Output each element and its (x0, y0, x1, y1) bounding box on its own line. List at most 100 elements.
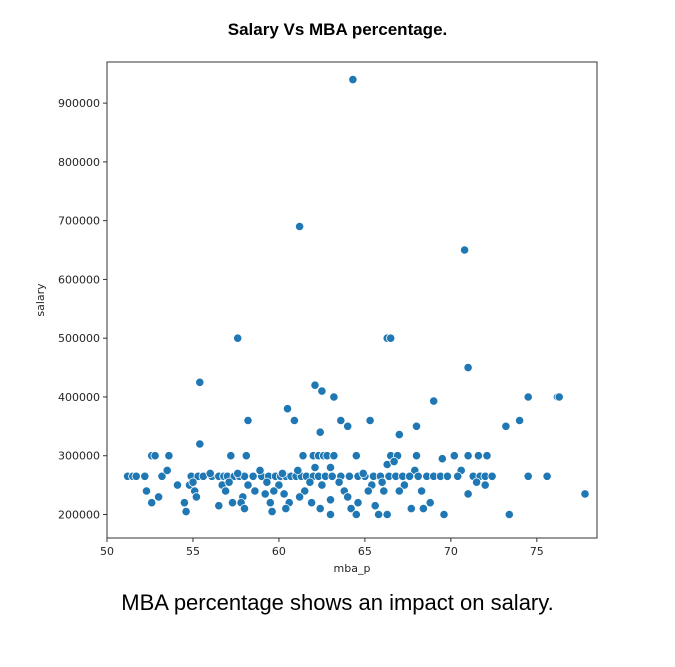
scatter-point (580, 489, 590, 499)
scatter-point (226, 451, 236, 461)
scatter-point (274, 480, 284, 490)
scatter-point (473, 451, 483, 461)
plot-frame (106, 61, 598, 539)
scatter-point (227, 498, 238, 508)
scatter-point (262, 477, 272, 487)
scatter-point (370, 501, 380, 511)
scatter-point (281, 503, 291, 514)
scatter-point (293, 465, 303, 475)
scatter-point (437, 454, 447, 464)
scatter-point (413, 471, 423, 481)
scatter-point (329, 451, 339, 461)
scatter-point (523, 392, 533, 402)
scatter-point (343, 492, 353, 502)
scatter-point (250, 486, 260, 496)
scatter-point (514, 415, 525, 426)
scatter-point (315, 503, 325, 514)
scatter-point (459, 245, 470, 255)
scatter-point (343, 421, 353, 431)
scatter-point (243, 415, 253, 426)
scatter-point (224, 477, 234, 487)
scatter-point (140, 471, 150, 481)
scatter-point (325, 509, 336, 520)
scatter-point (373, 509, 384, 520)
scatter-point (298, 451, 308, 461)
scatter-point (317, 480, 327, 490)
scatter-point (554, 392, 564, 402)
scatter-point (394, 429, 404, 440)
scatter-point (351, 451, 361, 461)
scatter-point (191, 492, 201, 502)
y-axis: 200000 300000 400000 500000 600000 700000 8000… (58, 97, 107, 521)
scatter-point (141, 486, 152, 496)
scatter-point (241, 451, 251, 461)
scatter-point (482, 451, 492, 461)
scatter-point (394, 486, 404, 496)
chart-title: Salary Vs MBA percentage. (227, 20, 448, 39)
scatter-point (487, 471, 497, 481)
scatter-point (233, 468, 243, 478)
caption: MBA percentage shows an impact on salary… (121, 590, 554, 615)
scatter-point (243, 480, 253, 490)
scatter-point (404, 471, 415, 481)
scatter-point (233, 333, 243, 343)
x-axis: 50 55 60 65 70 75 (100, 538, 544, 558)
scatter-point (317, 386, 327, 396)
scatter-point (449, 451, 459, 461)
x-axis-label: mba_p (334, 562, 371, 575)
scatter-point (306, 498, 317, 508)
scatter-point (399, 480, 409, 490)
scatter-point (463, 451, 473, 461)
scatter-point (221, 486, 231, 496)
scatter-point (416, 486, 427, 496)
scatter-point (523, 471, 533, 481)
x-tick-label: 50 (100, 545, 114, 558)
scatter-point (411, 451, 422, 461)
scatter-point (282, 404, 293, 414)
scatter-point (358, 468, 368, 478)
scatter-point (195, 377, 205, 387)
points-layer (123, 75, 590, 520)
scatter-point (325, 462, 336, 473)
scatter-point (353, 498, 363, 508)
x-tick-label: 55 (186, 545, 200, 558)
scatter-point (300, 486, 310, 496)
scatter-point (248, 471, 258, 481)
scatter-point (294, 221, 305, 232)
scatter-point (150, 451, 160, 461)
scatter-point (277, 468, 287, 478)
scatter-point (365, 415, 375, 426)
scatter-point (310, 380, 320, 390)
y-tick-label: 300000 (58, 450, 100, 463)
scatter-point (267, 506, 277, 517)
y-tick-label: 600000 (58, 273, 100, 286)
scatter-point (389, 456, 399, 467)
scatter-point (315, 427, 325, 437)
scatter-point (346, 503, 356, 514)
scatter-point (386, 333, 396, 343)
scatter-point (255, 465, 265, 475)
x-tick-label: 65 (358, 545, 372, 558)
scatter-point (179, 498, 189, 508)
x-tick-label: 75 (530, 545, 544, 558)
y-tick-label: 700000 (58, 215, 100, 228)
scatter-point (501, 421, 511, 431)
scatter-point (471, 477, 482, 487)
scatter-point (463, 362, 473, 373)
scatter-point (157, 471, 167, 481)
scatter-point (382, 509, 392, 520)
scatter-point (294, 492, 305, 502)
scatter-point (363, 486, 373, 496)
scatter-point (327, 471, 337, 481)
scatter-point (181, 506, 191, 517)
y-tick-label: 800000 (58, 156, 100, 169)
scatter-point (279, 489, 289, 499)
scatter-point (453, 471, 463, 481)
scatter-point (418, 503, 428, 514)
scatter-point (164, 451, 174, 461)
scatter-point (504, 509, 514, 520)
scatter-point (334, 477, 344, 487)
scatter-point (269, 486, 279, 496)
